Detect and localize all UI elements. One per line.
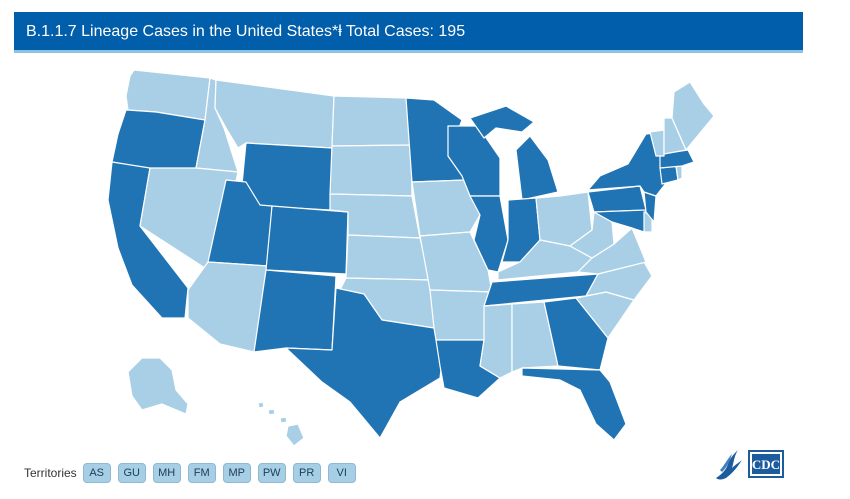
state-sd[interactable] [329,144,413,197]
territory-button-mp[interactable]: MP [222,463,251,483]
state-ms[interactable] [479,303,513,379]
state-ak[interactable] [127,357,189,415]
state-hi-3[interactable] [279,416,288,424]
state-ga[interactable] [543,297,609,371]
state-ar[interactable] [429,289,493,341]
territory-button-pr[interactable]: PR [292,463,321,483]
state-nm[interactable] [253,269,337,353]
state-ks[interactable] [345,234,431,281]
state-fl[interactable] [521,367,627,441]
state-md[interactable] [593,209,647,233]
state-hi-2[interactable] [267,408,276,416]
map-title-bar: B.1.1.7 Lineage Cases in the United Stat… [14,12,803,53]
state-hi-1[interactable] [257,401,265,409]
state-al[interactable] [511,301,559,373]
cdc-logo-icon[interactable]: CDC [748,450,784,478]
state-ct[interactable] [659,165,679,185]
territory-button-fm[interactable]: FM [187,463,216,483]
territory-button-mh[interactable]: MH [152,463,181,483]
territory-button-gu[interactable]: GU [117,463,146,483]
territory-button-vi[interactable]: VI [327,463,356,483]
state-nd[interactable] [331,95,412,147]
territories-bar: Territories AS GU MH FM MP PW PR VI [24,461,363,485]
state-mo[interactable] [419,231,493,293]
state-co[interactable] [265,205,349,275]
territory-button-pw[interactable]: PW [257,463,286,483]
svg-text:CDC: CDC [752,457,780,472]
territories-label: Territories [24,466,77,480]
state-me[interactable] [671,81,715,151]
map-title: B.1.1.7 Lineage Cases in the United Stat… [26,23,466,40]
state-tx[interactable] [285,287,445,439]
agency-logos: CDC [716,450,784,480]
state-il[interactable] [469,195,509,273]
hhs-eagle-logo-icon[interactable] [716,450,742,480]
state-mi[interactable] [469,105,559,201]
state-vt[interactable] [649,129,665,157]
state-hi-4[interactable] [285,423,305,447]
state-mt[interactable] [214,79,335,149]
territory-button-as[interactable]: AS [82,463,111,483]
state-ia[interactable] [411,179,481,237]
